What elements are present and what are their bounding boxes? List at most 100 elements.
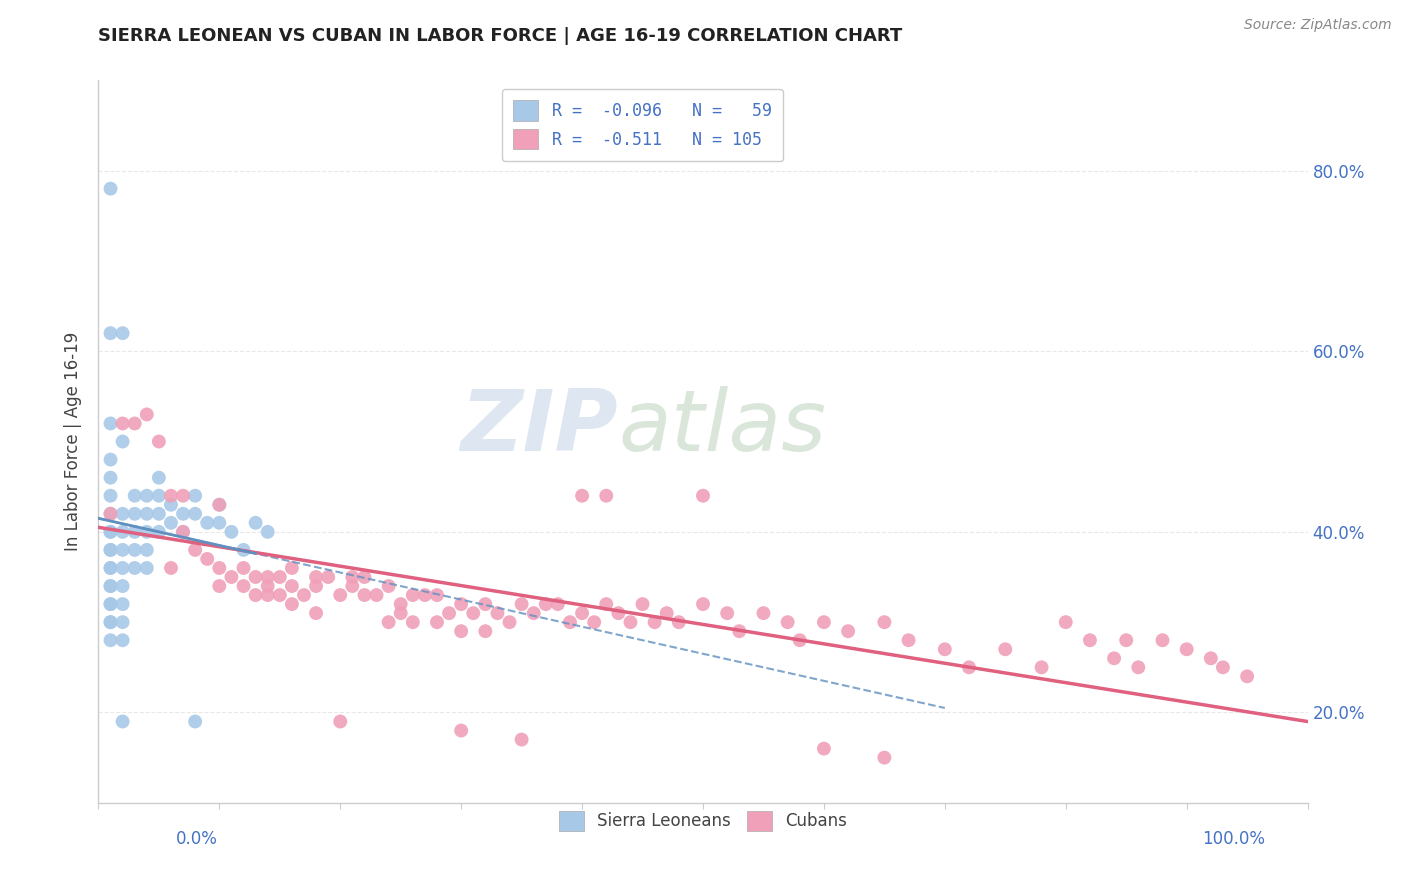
Point: [232, 579, 254, 593]
Point: [1236, 669, 1258, 683]
Point: [148, 507, 170, 521]
Point: [232, 542, 254, 557]
Point: [172, 524, 194, 539]
Point: [571, 489, 593, 503]
Point: [305, 606, 328, 620]
Point: [148, 470, 170, 484]
Point: [245, 570, 267, 584]
Point: [111, 633, 134, 648]
Text: atlas: atlas: [619, 385, 827, 468]
Point: [100, 507, 122, 521]
Point: [232, 561, 254, 575]
Point: [813, 741, 835, 756]
Text: Source: ZipAtlas.com: Source: ZipAtlas.com: [1244, 18, 1392, 32]
Point: [716, 606, 738, 620]
Point: [547, 597, 569, 611]
Point: [100, 524, 122, 539]
Point: [523, 606, 546, 620]
Point: [450, 723, 472, 738]
Text: 100.0%: 100.0%: [1202, 830, 1265, 847]
Point: [498, 615, 520, 630]
Point: [124, 417, 146, 431]
Point: [474, 624, 496, 639]
Point: [111, 561, 134, 575]
Point: [692, 489, 714, 503]
Point: [474, 597, 496, 611]
Point: [377, 579, 399, 593]
Point: [160, 489, 183, 503]
Text: SIERRA LEONEAN VS CUBAN IN LABOR FORCE | AGE 16-19 CORRELATION CHART: SIERRA LEONEAN VS CUBAN IN LABOR FORCE |…: [98, 27, 903, 45]
Point: [353, 570, 375, 584]
Point: [208, 516, 231, 530]
Legend: Sierra Leoneans, Cubans: Sierra Leoneans, Cubans: [551, 805, 855, 838]
Point: [631, 597, 654, 611]
Point: [534, 597, 557, 611]
Point: [692, 597, 714, 611]
Point: [558, 615, 581, 630]
Point: [111, 579, 134, 593]
Point: [245, 516, 267, 530]
Point: [595, 489, 617, 503]
Point: [342, 570, 364, 584]
Point: [1078, 633, 1101, 648]
Point: [124, 561, 146, 575]
Point: [607, 606, 630, 620]
Point: [100, 542, 122, 557]
Point: [353, 588, 375, 602]
Point: [269, 588, 291, 602]
Point: [813, 615, 835, 630]
Point: [329, 588, 352, 602]
Point: [135, 507, 157, 521]
Point: [510, 597, 533, 611]
Point: [100, 452, 122, 467]
Point: [426, 615, 449, 630]
Point: [256, 588, 278, 602]
Point: [135, 524, 157, 539]
Point: [100, 561, 122, 575]
Point: [184, 507, 207, 521]
Point: [292, 588, 315, 602]
Point: [221, 524, 243, 539]
Point: [100, 326, 122, 340]
Point: [789, 633, 811, 648]
Point: [595, 597, 617, 611]
Point: [208, 498, 231, 512]
Point: [402, 615, 425, 630]
Point: [957, 660, 980, 674]
Point: [571, 606, 593, 620]
Point: [281, 561, 304, 575]
Point: [1031, 660, 1053, 674]
Point: [160, 516, 183, 530]
Point: [100, 615, 122, 630]
Point: [1102, 651, 1125, 665]
Point: [728, 624, 751, 639]
Point: [752, 606, 775, 620]
Point: [486, 606, 509, 620]
Point: [100, 615, 122, 630]
Point: [450, 624, 472, 639]
Point: [389, 606, 412, 620]
Point: [208, 561, 231, 575]
Point: [184, 489, 207, 503]
Point: [897, 633, 920, 648]
Point: [402, 588, 425, 602]
Point: [463, 606, 485, 620]
Point: [135, 408, 157, 422]
Point: [366, 588, 388, 602]
Point: [208, 579, 231, 593]
Point: [256, 570, 278, 584]
Point: [100, 417, 122, 431]
Point: [124, 524, 146, 539]
Point: [316, 570, 339, 584]
Point: [994, 642, 1017, 657]
Point: [100, 579, 122, 593]
Point: [619, 615, 641, 630]
Point: [837, 624, 859, 639]
Point: [184, 542, 207, 557]
Text: ZIP: ZIP: [461, 385, 619, 468]
Point: [644, 615, 666, 630]
Point: [873, 750, 896, 764]
Point: [342, 579, 364, 593]
Point: [100, 542, 122, 557]
Point: [124, 542, 146, 557]
